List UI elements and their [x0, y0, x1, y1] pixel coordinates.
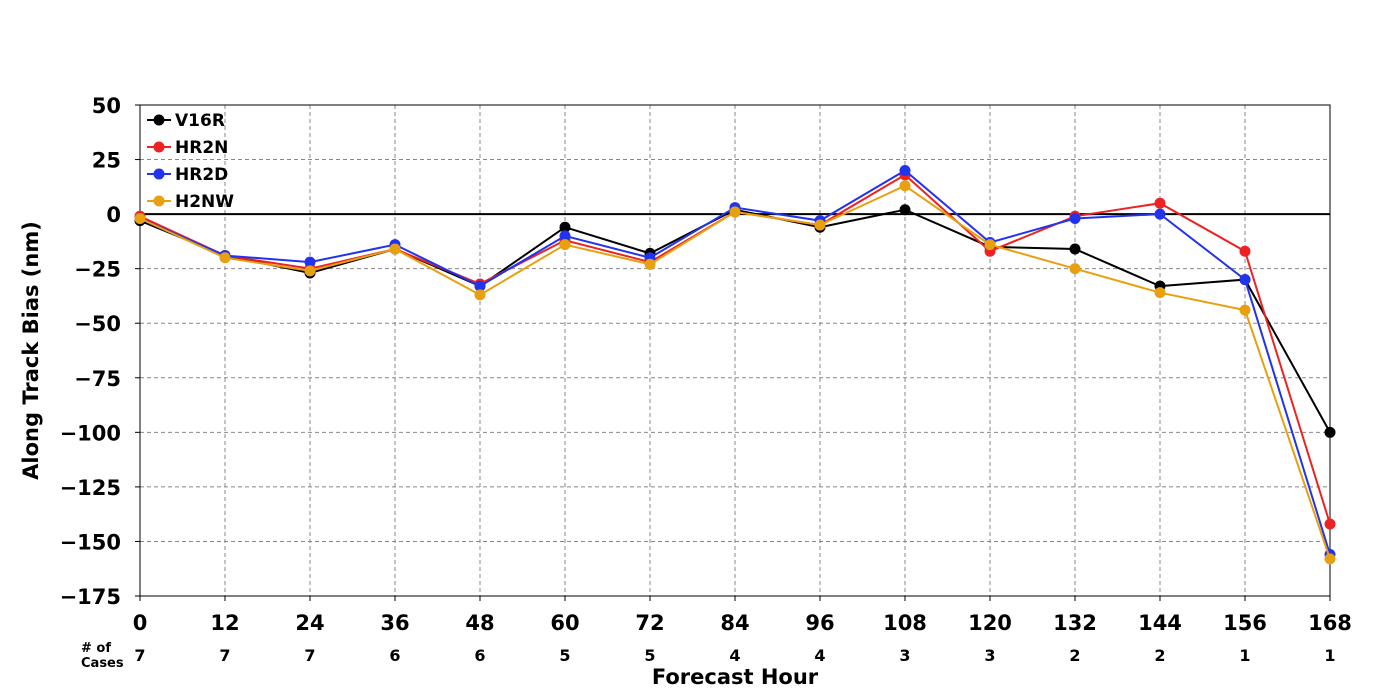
- legend-item: H2NW: [147, 192, 234, 212]
- case-count-label: 2: [1154, 646, 1165, 665]
- case-count-label: 1: [1239, 646, 1250, 665]
- data-point: [219, 252, 231, 264]
- x-tick-label: 24: [295, 611, 324, 635]
- y-tick-label: −175: [60, 585, 121, 609]
- x-tick-label: 108: [883, 611, 927, 635]
- x-axis-ticks: 0 12 24 36 48 60 72 84 96 108 120 132 144 156 168: [133, 596, 1352, 635]
- data-point: [1154, 208, 1166, 220]
- x-tick-label: 168: [1308, 611, 1352, 635]
- y-tick-label: −125: [60, 476, 121, 500]
- x-tick-label: 156: [1223, 611, 1267, 635]
- data-point: [1239, 304, 1251, 316]
- y-tick-label: −25: [74, 258, 121, 282]
- y-axis-ticks: 50 25 0 −25 −50 −75 −100 −125 −150 −175: [60, 94, 140, 609]
- legend-label: V16R: [175, 111, 225, 131]
- data-point: [559, 239, 571, 251]
- y-axis-title: Along Track Bias (nm): [19, 221, 43, 480]
- data-point: [1324, 518, 1336, 530]
- x-axis-title: Forecast Hour: [652, 665, 819, 689]
- data-point: [474, 289, 486, 301]
- case-count-label: 1: [1324, 646, 1335, 665]
- data-point: [134, 212, 146, 224]
- x-tick-label: 12: [210, 611, 239, 635]
- data-point: [1239, 245, 1251, 257]
- x-tick-label: 0: [133, 611, 148, 635]
- data-point: [899, 204, 911, 216]
- data-point: [1069, 263, 1081, 275]
- x-tick-label: 84: [720, 611, 749, 635]
- data-point: [984, 239, 996, 251]
- series-line: [139, 169, 1331, 555]
- y-tick-label: 50: [92, 94, 121, 118]
- y-tick-label: 0: [106, 203, 121, 227]
- x-tick-label: 132: [1053, 611, 1097, 635]
- x-tick-label: 144: [1138, 611, 1182, 635]
- data-point: [304, 265, 316, 277]
- legend: V16R HR2N HR2D H2NW: [147, 111, 234, 212]
- legend-swatch-marker: [153, 195, 165, 207]
- y-tick-label: −75: [74, 367, 121, 391]
- legend-item: V16R: [147, 111, 225, 131]
- data-point: [1069, 243, 1081, 255]
- x-tick-label: 120: [968, 611, 1012, 635]
- data-point: [1069, 212, 1081, 224]
- case-count-label: 6: [389, 646, 400, 665]
- case-count-label: 5: [644, 646, 655, 665]
- data-point: [729, 206, 741, 218]
- data-point: [559, 221, 571, 233]
- case-count-label: 5: [559, 646, 570, 665]
- data-point: [474, 280, 486, 292]
- x-tick-label: 96: [805, 611, 834, 635]
- cases-row-header: # of Cases: [81, 641, 124, 671]
- data-point: [814, 219, 826, 231]
- y-tick-label: 25: [92, 149, 121, 173]
- x-tick-label: 48: [465, 611, 494, 635]
- series-lines: [134, 164, 1336, 565]
- legend-swatch-marker: [153, 141, 165, 153]
- legend-item: HR2D: [147, 165, 228, 185]
- data-point: [1324, 426, 1336, 438]
- data-point: [389, 243, 401, 255]
- data-point: [1154, 197, 1166, 209]
- grid: [139, 104, 1331, 597]
- y-tick-label: −150: [60, 530, 121, 554]
- data-point: [644, 258, 656, 270]
- data-point: [1154, 287, 1166, 299]
- data-point: [304, 256, 316, 268]
- case-count-label: 7: [134, 646, 145, 665]
- case-count-label: 2: [1069, 646, 1080, 665]
- legend-label: HR2D: [175, 165, 228, 185]
- x-tick-label: 60: [550, 611, 579, 635]
- cases-row: 7 7 7 6 6 5 5 4 4 3 3 2 2 1 1: [134, 646, 1335, 665]
- data-point: [559, 230, 571, 242]
- case-count-label: 6: [474, 646, 485, 665]
- legend-item: HR2N: [147, 138, 228, 158]
- legend-swatch-marker: [153, 168, 165, 180]
- data-point: [1239, 274, 1251, 286]
- data-point: [1324, 553, 1336, 565]
- legend-swatch-marker: [153, 114, 165, 126]
- data-point: [899, 180, 911, 192]
- y-tick-label: −100: [60, 421, 121, 445]
- x-tick-label: 36: [380, 611, 409, 635]
- x-tick-label: 72: [635, 611, 664, 635]
- legend-label: H2NW: [175, 192, 234, 212]
- case-count-label: 7: [304, 646, 315, 665]
- data-point: [899, 164, 911, 176]
- case-count-label: 3: [899, 646, 910, 665]
- case-count-label: 7: [219, 646, 230, 665]
- series-hr2n: [134, 169, 1336, 530]
- case-count-label: 4: [814, 646, 825, 665]
- y-tick-label: −50: [74, 312, 121, 336]
- legend-label: HR2N: [175, 138, 228, 158]
- series-h2nw: [134, 180, 1336, 565]
- case-count-label: 3: [984, 646, 995, 665]
- case-count-label: 4: [729, 646, 740, 665]
- series-line: [139, 208, 1331, 433]
